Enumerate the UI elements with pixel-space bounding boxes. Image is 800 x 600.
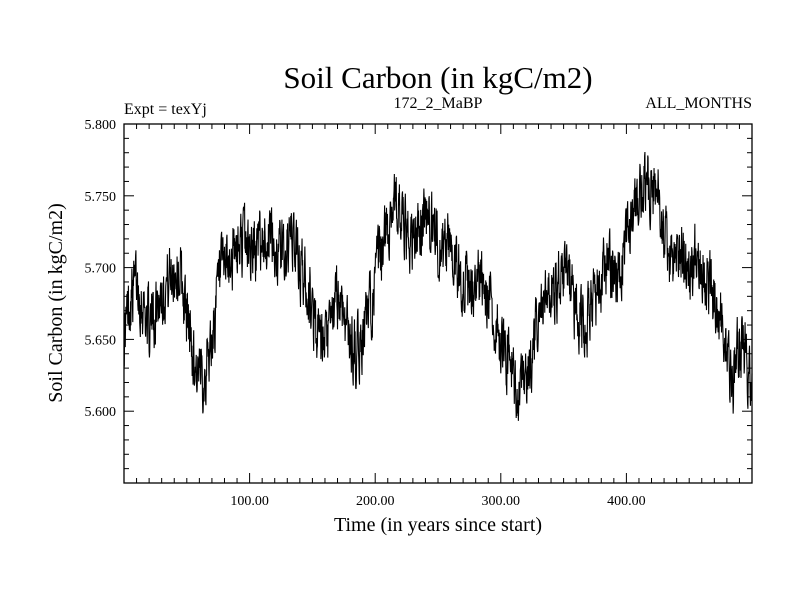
y-tick-label: 5.650	[85, 333, 117, 348]
y-tick-label: 5.800	[85, 118, 117, 133]
x-tick-label: 400.00	[607, 494, 646, 509]
months-label: ALL_MONTHS	[645, 95, 752, 112]
x-tick-label: 100.00	[230, 494, 269, 509]
x-tick-label: 300.00	[482, 494, 521, 509]
y-axis-label: Soil Carbon (in kgC/m2)	[45, 203, 67, 402]
y-tick-label: 5.700	[85, 262, 117, 277]
x-tick-label: 200.00	[356, 494, 395, 509]
y-axis: 5.600 5.650 5.700 5.750 5.800	[85, 118, 752, 484]
chart-title: Soil Carbon (in kgC/m2)	[283, 60, 592, 95]
x-axis-label: Time (in years since start)	[334, 514, 542, 536]
x-axis: 100.00 200.00 300.00 400.00	[136, 124, 740, 509]
experiment-label: Expt = texYj	[124, 101, 207, 118]
soil-carbon-line	[123, 152, 753, 421]
y-tick-label: 5.750	[85, 190, 117, 205]
period-label: 172_2_MaBP	[394, 95, 483, 112]
y-tick-label: 5.600	[85, 405, 117, 420]
series-layer	[123, 152, 753, 421]
